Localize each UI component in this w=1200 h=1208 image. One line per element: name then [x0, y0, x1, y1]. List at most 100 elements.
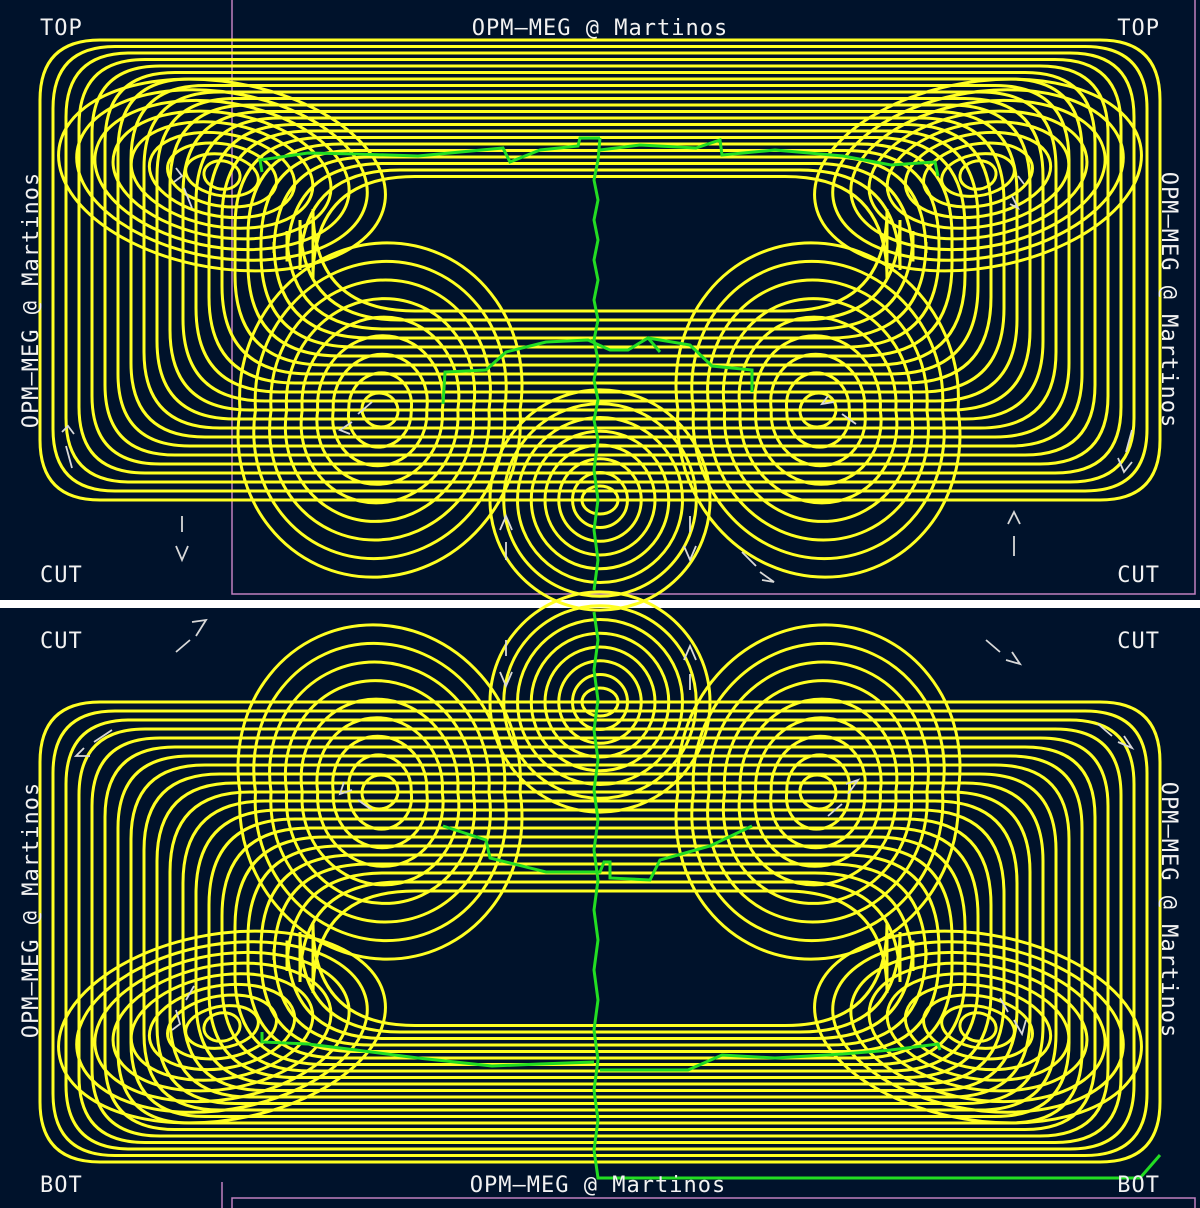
arrow-mark	[73, 729, 113, 757]
coil-winding	[346, 753, 414, 831]
coil-winding	[570, 471, 630, 529]
coil-winding	[813, 929, 1143, 1125]
coil-winding	[557, 457, 643, 543]
coil-winding	[272, 862, 928, 1047]
coil-winding	[798, 773, 838, 811]
coil-winding	[940, 1004, 1016, 1050]
coil-winding	[753, 334, 883, 486]
arrow-mark	[1117, 429, 1133, 474]
coil-winding	[166, 993, 278, 1061]
coil-winding	[77, 727, 1123, 1144]
coil-winding	[922, 993, 1034, 1061]
arrow-mark	[741, 551, 775, 583]
coil-winding	[529, 631, 671, 773]
coil-winding	[784, 371, 852, 449]
coil-winding	[721, 679, 915, 905]
bot-center-trace	[592, 611, 1162, 1180]
coil-winding	[753, 716, 883, 868]
coil-winding	[543, 443, 657, 557]
coil-winding	[51, 709, 1149, 1157]
coil-winding	[283, 297, 477, 523]
coil-winding	[75, 940, 369, 1114]
coil-winding	[515, 416, 685, 584]
arrow-mark	[827, 778, 861, 817]
top-left-upper-trace	[258, 136, 600, 173]
bottom-coil-windings	[38, 590, 1162, 1164]
coil-winding	[57, 77, 387, 273]
bottom-right-label: BOT	[1117, 1173, 1160, 1198]
arrow-mark	[171, 985, 195, 1031]
coil-winding	[360, 773, 400, 811]
panel-separator	[0, 600, 1200, 608]
top-right-upper-trace	[599, 138, 940, 177]
coil-winding	[315, 334, 445, 486]
coil-winding	[674, 623, 962, 961]
bot-left-upper-trace	[442, 824, 753, 882]
coil-winding	[831, 88, 1125, 262]
coil-winding	[502, 604, 698, 800]
coil-winding	[202, 1011, 242, 1043]
arrow-mark	[499, 513, 513, 560]
coil-winding	[360, 391, 400, 429]
arrow-mark	[1007, 509, 1021, 556]
coil-winding	[940, 152, 1016, 198]
arrow-mark	[499, 640, 513, 689]
arrow-mark	[1009, 175, 1025, 211]
coil-winding	[831, 940, 1125, 1114]
coil-winding	[236, 241, 524, 579]
coil-winding	[168, 103, 1032, 412]
coil-winding	[813, 77, 1143, 273]
top-right-label: TOP	[1117, 16, 1160, 41]
coil-winding	[885, 972, 1071, 1082]
top-left-label: TOP	[40, 16, 83, 41]
coil-winding	[38, 38, 1162, 502]
coil-winding	[155, 781, 1045, 1105]
coil-winding	[77, 58, 1123, 475]
current-direction-marks	[61, 167, 1135, 1037]
coil-winding	[557, 659, 643, 745]
coil-winding	[285, 871, 915, 1040]
arrow-mark	[61, 424, 75, 469]
coil-winding	[111, 109, 333, 241]
arrow-mark	[175, 516, 189, 563]
top-left-side-label: OPM—MEG @ Martinos	[19, 172, 44, 428]
coil-winding	[75, 88, 369, 262]
coil-winding	[721, 297, 915, 523]
top-right-side-label: OPM—MEG @ Martinos	[1156, 172, 1181, 428]
coil-winding	[849, 950, 1107, 1104]
coil-winding	[958, 159, 998, 191]
coil-winding	[64, 718, 1136, 1151]
bottom-left-label: BOT	[40, 1173, 83, 1198]
coil-winding	[502, 402, 698, 598]
coil-winding	[90, 64, 1110, 466]
coil-winding	[798, 391, 838, 429]
bottom-right-side-label: OPM—MEG @ Martinos	[1156, 782, 1181, 1038]
arrow-mark	[175, 618, 208, 653]
coil-winding	[51, 45, 1149, 493]
coil-winding	[903, 130, 1053, 220]
coil-winding	[922, 141, 1034, 209]
arrow-mark	[338, 781, 373, 811]
coil-winding	[147, 130, 297, 220]
top-cut-right-label: CUT	[1117, 563, 1160, 588]
arrow-mark	[999, 997, 1027, 1037]
coil-winding	[38, 700, 1162, 1164]
coil-winding	[690, 260, 946, 560]
bottom-cut-right-label: CUT	[1117, 629, 1160, 654]
coil-winding	[867, 961, 1089, 1093]
coil-winding	[543, 645, 657, 759]
top-left-lower-trace	[441, 336, 662, 405]
bottom-cut-left-label: CUT	[40, 629, 83, 654]
arrow-mark	[1097, 723, 1135, 751]
top-center-trace	[592, 137, 602, 591]
bottom-panel-silkscreen: CUT CUT BOT BOT OPM—MEG @ Martinos OPM—M…	[19, 629, 1181, 1198]
coil-winding	[737, 315, 899, 505]
coil-winding	[849, 98, 1107, 252]
coil-winding	[184, 1004, 260, 1050]
coil-winding	[233, 136, 967, 367]
arrow-mark	[985, 639, 1023, 666]
coil-winding	[737, 697, 899, 887]
bottom-panel-title: OPM—MEG @ Martinos	[470, 1173, 726, 1198]
arrow-mark	[173, 167, 193, 209]
